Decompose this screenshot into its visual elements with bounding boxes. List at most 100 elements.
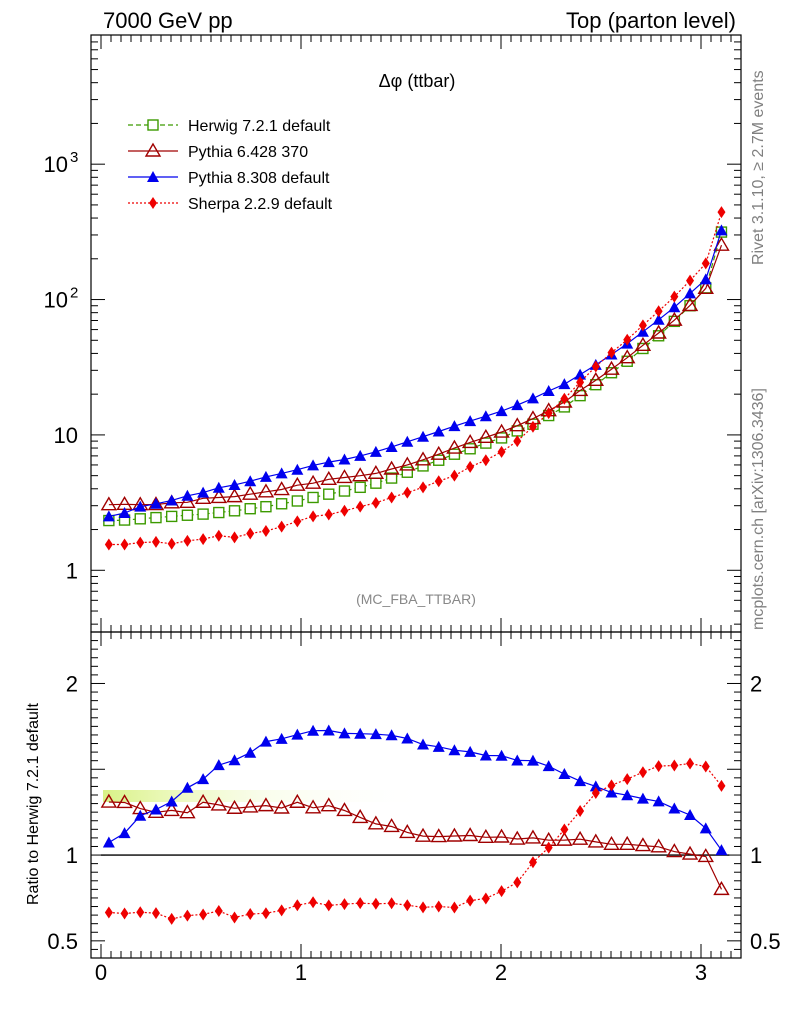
series-2-point [307, 459, 320, 471]
ratio-y-tick-label-right: 0.5 [750, 929, 781, 954]
series-3-point [309, 510, 318, 523]
series-1-ratio-point [603, 835, 620, 851]
series-2-point [464, 415, 477, 427]
series-1-ratio-point [430, 828, 447, 843]
series-3-ratio-point [183, 909, 192, 922]
series-1-ratio-point [493, 828, 510, 843]
series-1-ratio-point [289, 793, 306, 808]
series-3-ratio-point [167, 912, 176, 925]
series-1-point [383, 460, 400, 475]
series-0-point [417, 460, 429, 472]
series-1-ratio-point [194, 793, 212, 808]
series-3-point [120, 538, 129, 551]
series-2-ratio-point [401, 732, 414, 744]
series-2-ratio-point [134, 809, 147, 821]
series-3-point [419, 481, 428, 494]
series-3-ratio-point [717, 779, 726, 792]
series-3-ratio-point [293, 899, 302, 912]
series-1-ratio-point [509, 830, 526, 845]
series-2-ratio-point [526, 754, 539, 766]
series-3-ratio-point [151, 907, 160, 920]
series-3-ratio-point [497, 885, 506, 898]
series-2-point [699, 273, 712, 285]
series-2-point [558, 378, 571, 390]
series-2-point [165, 494, 178, 506]
series-1-ratio-point [273, 799, 290, 814]
ratio-y-tick-label: 0.5 [47, 929, 78, 954]
series-2-point [275, 467, 288, 479]
chart-title: Δφ (ttbar) [379, 71, 456, 91]
series-1-point [603, 360, 620, 375]
series-0-point [401, 466, 413, 478]
series-2-ratio-point [715, 844, 728, 856]
series-1-ratio-point [163, 802, 180, 817]
series-0-point [228, 505, 241, 517]
series-2-ratio-point [479, 749, 492, 761]
series-2-point [369, 445, 382, 457]
series-3-point [654, 305, 663, 318]
series-0-point [213, 506, 225, 519]
series-2-point [322, 456, 335, 468]
series-2-point [149, 497, 162, 509]
series-3-point [576, 376, 585, 389]
series-2-ratio-point [558, 768, 571, 780]
series-0-point [464, 443, 476, 455]
series-1-ratio-point [619, 835, 636, 850]
y-tick-label: 1 [66, 558, 78, 583]
x-tick-label: 2 [495, 960, 507, 985]
series-1-ratio-point [100, 793, 118, 808]
series-2-ratio-point [668, 802, 681, 814]
ratio-y-tick-label: 1 [66, 843, 78, 868]
series-3-ratio-point [340, 898, 349, 911]
series-0-point [433, 454, 445, 466]
series-1-ratio-point [446, 827, 463, 842]
series-3-ratio-point [607, 779, 616, 792]
legend-label-1: Pythia 6.428 370 [188, 144, 308, 161]
series-3-ratio-point [434, 900, 443, 913]
series-3-point [167, 537, 176, 550]
series-3-point [623, 333, 632, 346]
series-2-point [495, 405, 508, 417]
rivet-label: Rivet 3.1.10, ≥ 2.7M events [750, 70, 767, 265]
y-tick-label-exponent: 2 [70, 285, 78, 302]
series-2-ratio-point [307, 724, 320, 736]
series-2-ratio-point [621, 789, 634, 801]
series-0-point [197, 508, 209, 520]
series-2-ratio-point [652, 795, 665, 807]
series-2-point [102, 510, 115, 522]
series-2-ratio-point [574, 775, 587, 787]
series-1-ratio-point [556, 831, 573, 846]
series-0-point [480, 437, 492, 449]
legend-marker-1 [144, 142, 162, 157]
series-3-ratio-point [528, 856, 537, 869]
series-3-point [450, 469, 459, 482]
series-0-point [370, 477, 382, 489]
series-1-point [509, 417, 526, 432]
series-3-ratio-point [136, 906, 145, 919]
series-1-point [304, 474, 322, 489]
series-1-ratio-line [108, 801, 723, 890]
series-2-ratio-point [417, 738, 430, 750]
series-2-point [212, 481, 225, 493]
series-3-ratio-point [309, 896, 318, 909]
series-3-point [277, 520, 286, 533]
series-3-ratio-point [701, 760, 710, 773]
series-2-ratio-point [369, 728, 382, 740]
series-1-point [650, 324, 667, 339]
series-1-ratio-point [257, 797, 275, 812]
y-tick-label: 10 [44, 288, 68, 313]
series-3-point [560, 392, 569, 405]
series-0-point [307, 491, 319, 504]
series-2-point [118, 506, 131, 518]
series-3-ratio-point [403, 899, 412, 912]
legend: Herwig 7.2.1 default Pythia 6.428 370 Pyth… [128, 118, 333, 213]
series-0-point [354, 481, 366, 494]
series-1-point [493, 423, 510, 438]
series-3-point [151, 535, 160, 548]
series-2-point [448, 420, 461, 432]
series-3-point [717, 206, 726, 219]
series-3-point [670, 290, 679, 303]
x-tick-label: 0 [95, 960, 107, 985]
series-1-ratio-point [210, 796, 228, 811]
